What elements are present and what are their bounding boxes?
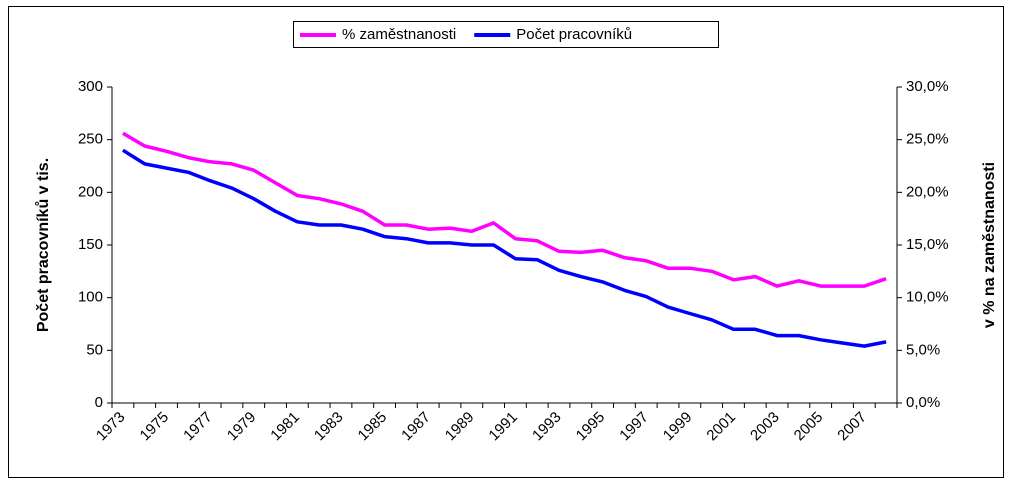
y-tick-label: 200 (78, 183, 103, 200)
y2-tick-label: 0,0% (906, 394, 940, 411)
series-line (122, 131, 887, 288)
y2-axis-title: v % na zaměstnanosti (981, 162, 998, 328)
y2-tick-label: 25,0% (906, 131, 949, 148)
y-tick-label: 300 (78, 78, 103, 95)
legend: % zaměstnanosti Počet pracovníků (293, 21, 719, 48)
y-tick-label: 150 (78, 236, 103, 253)
series-line (121, 148, 887, 348)
y2-tick-label: 30,0% (906, 78, 949, 95)
y2-tick-label: 10,0% (906, 289, 949, 306)
legend-label: % zaměstnanosti (342, 26, 456, 43)
y-tick-label: 250 (78, 131, 103, 148)
y-tick-label: 50 (86, 341, 103, 358)
chart-border (8, 6, 1004, 478)
y-tick-label: 100 (78, 289, 103, 306)
y-tick-label: 0 (95, 394, 103, 411)
y-axis-title: Počet pracovníků v tis. (35, 158, 52, 332)
y2-tick-label: 15,0% (906, 236, 949, 253)
legend-label: Počet pracovníků (516, 26, 632, 43)
y2-tick-label: 5,0% (906, 341, 940, 358)
y2-tick-label: 20,0% (906, 183, 949, 200)
